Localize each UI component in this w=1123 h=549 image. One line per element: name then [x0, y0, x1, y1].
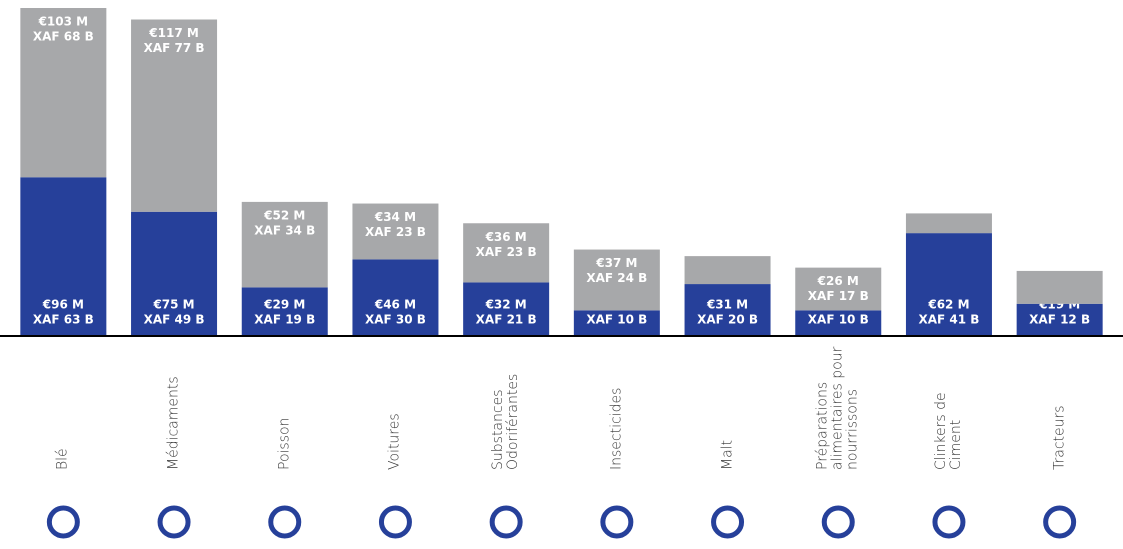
value-label: €31 M: [706, 298, 748, 312]
xaf-label: XAF 19 B: [254, 313, 315, 327]
xaf-label: XAF 30 B: [365, 313, 426, 327]
value-label: €26 M: [817, 274, 859, 288]
xaf-label: XAF1 3 B: [1029, 248, 1090, 262]
value-label: €20 M: [1038, 233, 1080, 247]
bar-segment: [463, 282, 550, 335]
icon: [268, 505, 302, 539]
icon: [46, 505, 80, 539]
icon: [489, 505, 523, 539]
value-label: €17 M: [706, 219, 748, 233]
bar-segment: [352, 203, 439, 260]
xaf-label: XAF 12 B: [1029, 313, 1090, 327]
icon: [1043, 505, 1077, 539]
xaf-label: XAF 10 B: [586, 313, 647, 327]
value-label: €96 M: [42, 298, 84, 312]
xaf-label: XAF 63 B: [33, 313, 94, 327]
category-label: Médicaments: [165, 376, 182, 470]
bar-segment: [1016, 303, 1103, 335]
xaf-label: XAF 8 B: [923, 191, 976, 205]
value-label: €52 M: [263, 208, 305, 222]
value-label: €29 M: [263, 298, 305, 312]
icon: [821, 505, 855, 539]
bar-segment: [20, 8, 107, 178]
icon: [378, 505, 412, 539]
category-label: Préparations alimentaires pour nourrisso…: [814, 346, 861, 470]
xaf-label: XAF 21 B: [476, 313, 537, 327]
icon: [711, 505, 745, 539]
bar-segment: [1016, 270, 1103, 304]
xaf-label: XAF 10 B: [808, 313, 869, 327]
xaf-label: XAF 23 B: [365, 225, 426, 239]
value-label: €36 M: [485, 230, 527, 244]
xaf-label: XAF 68 B: [33, 30, 94, 44]
category-label: Insecticides: [608, 387, 625, 470]
bar-segment: [463, 223, 550, 283]
category-label: Clinkers de Ciment: [932, 392, 964, 470]
bar-segment: [905, 213, 992, 234]
value-label: €46 M: [374, 298, 416, 312]
xaf-label: XAF 77 B: [144, 41, 205, 55]
bar-segment: [573, 249, 660, 311]
bar-segment: [795, 310, 882, 335]
value-label: €37 M: [595, 256, 637, 270]
icon: [932, 505, 966, 539]
category-label: Blé: [54, 448, 71, 470]
value-label: €32 M: [485, 298, 527, 312]
value-label: €117 M: [148, 26, 199, 40]
bar-segment: [131, 211, 218, 335]
xaf-label: XAF 41 B: [918, 313, 979, 327]
bar-segment: [905, 233, 992, 335]
category-label: Substances Odoriférantes: [490, 373, 522, 470]
bar-segment: [241, 287, 328, 335]
icon: [157, 505, 191, 539]
xaf-label: XAF 17 B: [808, 289, 869, 303]
value-label: €103 M: [38, 15, 89, 29]
bar-segment: [684, 284, 771, 335]
xaf-label: XAF 24 B: [586, 271, 647, 285]
category-label: Tracteurs: [1051, 405, 1068, 470]
xaf-label: XAF 11 B: [697, 234, 758, 248]
value-label: €62 M: [927, 298, 969, 312]
bar-segment: [684, 256, 771, 285]
bar-segment: [352, 259, 439, 335]
xaf-label: XAF 34 B: [254, 223, 315, 237]
value-label: €75 M: [152, 298, 194, 312]
value-label: €12 M: [927, 176, 969, 190]
icon: [600, 505, 634, 539]
category-label: Voitures: [386, 413, 403, 470]
bar-segment: [241, 201, 328, 288]
category-label: Poisson: [276, 417, 293, 470]
category-label: Malt: [719, 439, 736, 470]
bar-segment: [131, 19, 218, 212]
value-label: €34 M: [374, 210, 416, 224]
bar-segment: [573, 310, 660, 335]
xaf-label: XAF 23 B: [476, 245, 537, 259]
xaf-label: XAF 49 B: [144, 313, 205, 327]
xaf-label: XAF 20 B: [697, 313, 758, 327]
bar-segment: [795, 267, 882, 311]
bar-segment: [20, 177, 107, 335]
